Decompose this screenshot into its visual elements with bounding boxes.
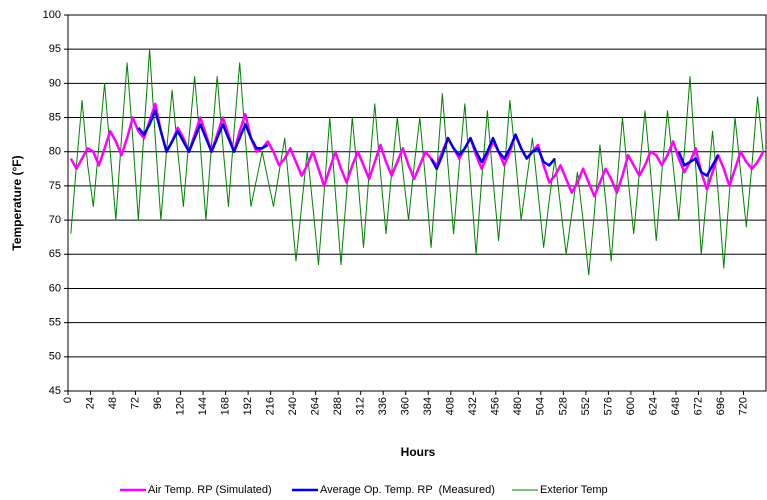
- y-tick-label: 100: [43, 9, 61, 21]
- legend-label: Air Temp. RP (Simulated): [148, 484, 272, 496]
- y-tick-label: 45: [49, 385, 61, 397]
- y-tick-label: 60: [49, 282, 61, 294]
- y-tick-label: 75: [49, 180, 61, 192]
- y-axis-label: Temperature (°F): [10, 155, 24, 250]
- x-tick-label: 480: [512, 397, 524, 415]
- x-tick-label: 336: [377, 397, 389, 415]
- x-tick-label: 240: [287, 397, 299, 415]
- legend-label: Exterior Temp: [540, 484, 608, 496]
- legend-label: Average Op. Temp. RP (Measured): [320, 484, 495, 496]
- series-line: [70, 48, 764, 276]
- y-tick-label: 65: [49, 248, 61, 260]
- y-tick-label: 95: [49, 43, 61, 55]
- plot-border: [67, 14, 767, 392]
- x-tick-label: 576: [602, 397, 614, 415]
- y-tick-label: 70: [49, 214, 61, 226]
- y-tick-label: 55: [49, 317, 61, 329]
- x-tick-label: 120: [174, 397, 186, 415]
- x-tick-label: 624: [647, 397, 659, 415]
- x-tick-label: 672: [692, 397, 704, 415]
- x-tick-label: 216: [265, 397, 277, 415]
- x-axis-label: Hours: [401, 445, 436, 459]
- y-tick-label: 85: [49, 111, 61, 123]
- x-tick-label: 456: [490, 397, 502, 415]
- x-tick-label: 72: [129, 397, 141, 409]
- x-tick-label: 360: [400, 397, 412, 415]
- x-tick-label: 504: [535, 397, 547, 415]
- x-tick-label: 192: [242, 397, 254, 415]
- x-tick-label: 528: [557, 397, 569, 415]
- x-tick-label: 0: [62, 397, 74, 403]
- series-line: [137, 109, 720, 177]
- x-tick-label: 24: [84, 397, 96, 409]
- y-tick-label: 80: [49, 146, 61, 158]
- x-tick-label: 432: [467, 397, 479, 415]
- y-tick-label: 50: [49, 351, 61, 363]
- x-tick-label: 384: [422, 397, 434, 415]
- x-tick-label: 600: [625, 397, 637, 415]
- x-tick-label: 696: [715, 397, 727, 415]
- x-tick-label: 552: [580, 397, 592, 415]
- x-tick-label: 408: [445, 397, 457, 415]
- x-tick-label: 48: [107, 397, 119, 409]
- x-tick-label: 312: [355, 397, 367, 415]
- x-tick-label: 96: [152, 397, 164, 409]
- x-tick-label: 288: [332, 397, 344, 415]
- x-tick-label: 264: [310, 397, 322, 415]
- x-tick-label: 648: [670, 397, 682, 415]
- x-tick-label: 720: [737, 397, 749, 415]
- y-tick-label: 90: [49, 77, 61, 89]
- x-tick-label: 144: [197, 397, 209, 415]
- x-tick-label: 168: [220, 397, 232, 415]
